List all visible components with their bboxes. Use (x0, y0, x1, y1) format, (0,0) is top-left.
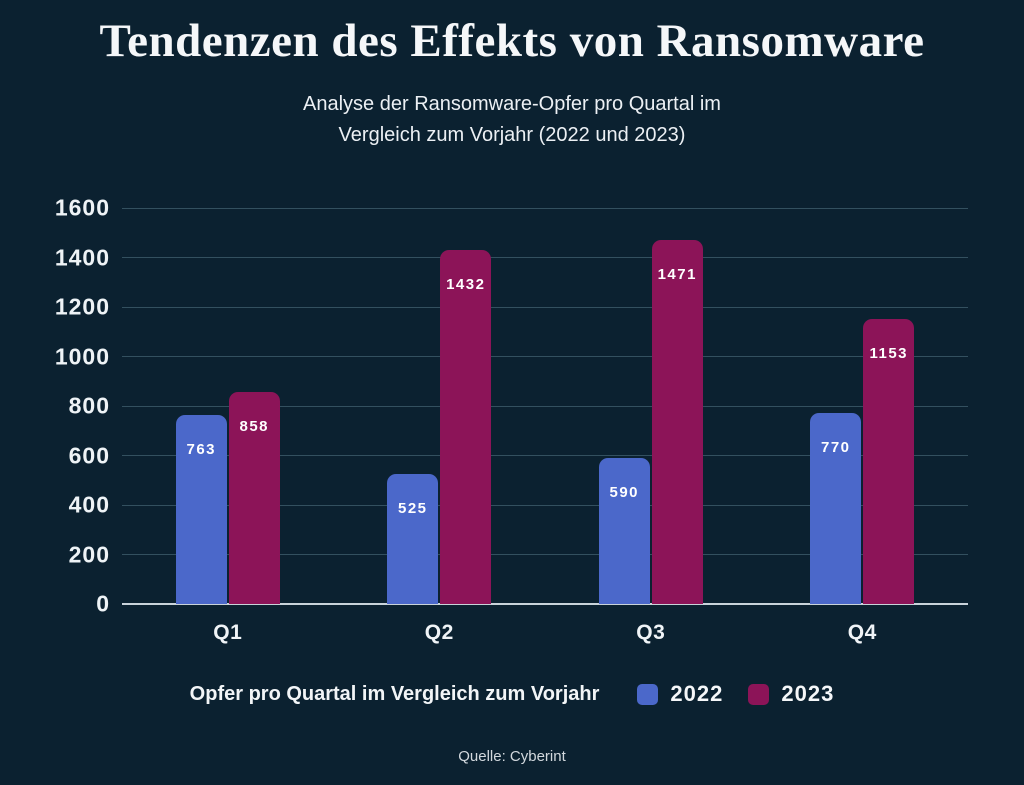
bar-2023-Q2: 1432 (440, 249, 492, 604)
bar-2023-Q1: 858 (228, 391, 280, 604)
y-tick-label-800: 800 (68, 392, 110, 419)
gridline-400 (122, 504, 968, 506)
bar-value-label-2022-Q1: 763 (186, 441, 217, 459)
plot-area: 763 858 Q1 525 1432 Q2 590 1471 Q3 770 1153 Q4 (122, 207, 968, 644)
y-tick-label-1600: 1600 (54, 194, 110, 221)
bar-value-label-2022-Q3: 590 (609, 483, 640, 501)
source-note: Quelle: Cyberint (458, 748, 566, 765)
bar-2023-Q4: 1153 (863, 318, 915, 604)
x-axis-label-Q3: Q3 (636, 621, 666, 644)
gridline-1200 (122, 306, 968, 308)
x-axis-line (122, 603, 968, 605)
gridline-1000 (122, 356, 968, 357)
legend: Opfer pro Quartal im Vergleich zum Vorja… (0, 681, 1024, 707)
y-tick-label-200: 200 (68, 541, 110, 567)
y-tick-label-1400: 1400 (54, 244, 110, 270)
legend-swatch-2023 (748, 683, 770, 705)
bar-value-label-2023-Q4: 1153 (869, 344, 909, 362)
bar-value-label-2023-Q2: 1432 (446, 275, 486, 293)
y-tick-label-0: 0 (96, 590, 110, 617)
x-axis-label-Q2: Q2 (424, 621, 454, 644)
y-tick-label-1200: 1200 (54, 293, 110, 320)
y-tick-label-600: 600 (68, 442, 110, 468)
gridline-200 (122, 554, 968, 555)
bar-2022-Q1: 763 (175, 415, 227, 604)
legend-series: 2022 2023 (637, 681, 834, 707)
y-axis: 0 200 400 600 800 1000 1200 1400 1600 (0, 195, 110, 617)
legend-series-label-2023: 2023 (781, 681, 835, 706)
legend-item-2023: 2023 (748, 681, 834, 707)
gridline-800 (122, 405, 968, 407)
bar-value-label-2023-Q3: 1471 (657, 265, 697, 283)
chart-subtitle-line2: Vergleich zum Vorjahr (2022 und 2023) (338, 124, 686, 146)
legend-swatch-2022 (637, 683, 659, 705)
chart-title: Tendenzen des Effekts von Ransomware (99, 15, 925, 67)
legend-series-label-2022: 2022 (670, 681, 724, 706)
legend-label: Opfer pro Quartal im Vergleich zum Vorja… (189, 682, 600, 705)
x-axis-label-Q1: Q1 (213, 621, 243, 644)
y-tick-label-400: 400 (68, 491, 110, 518)
gridline-600 (122, 455, 968, 456)
y-tick-label-1000: 1000 (54, 343, 110, 369)
bar-2023-Q3: 1471 (651, 239, 703, 604)
chart-subtitle: Analyse der Ransomware-Opfer pro Quartal… (0, 89, 1024, 151)
bar-value-label-2022-Q2: 525 (397, 500, 428, 518)
gridline-1400 (122, 257, 968, 258)
x-axis-label-Q4: Q4 (847, 621, 877, 644)
bar-value-label-2022-Q4: 770 (820, 439, 851, 457)
chart-subtitle-line1: Analyse der Ransomware-Opfer pro Quartal… (303, 93, 721, 115)
bar-2022-Q2: 525 (387, 474, 439, 604)
gridline-1600 (122, 207, 968, 209)
legend-item-2022: 2022 (637, 681, 723, 707)
bar-value-label-2023-Q1: 858 (239, 417, 270, 435)
bar-2022-Q3: 590 (598, 457, 650, 604)
bar-2022-Q4: 770 (810, 413, 862, 604)
